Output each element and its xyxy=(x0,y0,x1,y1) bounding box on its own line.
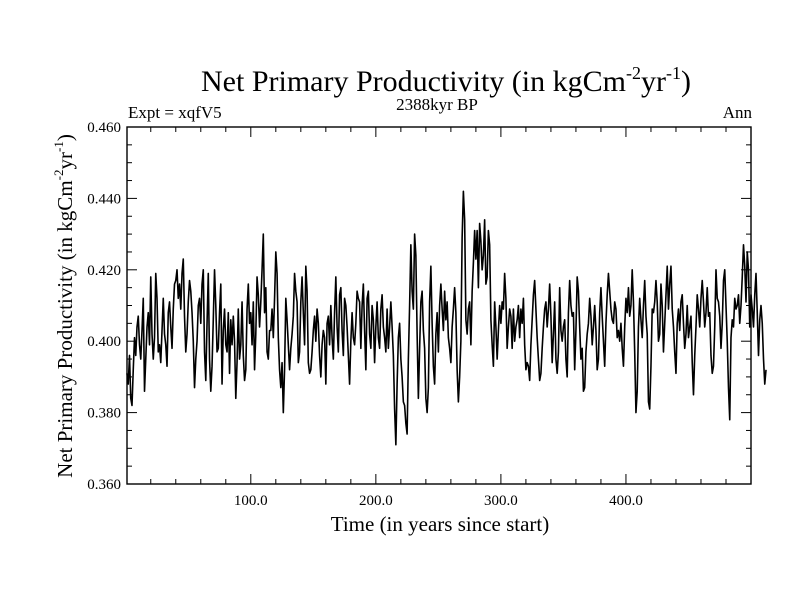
x-tick-label: 200.0 xyxy=(359,493,393,509)
y-tick-label: 0.400 xyxy=(87,334,121,350)
axis-tick-labels: 100.0 200.0 300.0 400.0 0.360 0.380 0.400 0.420… xyxy=(87,120,643,509)
period-label: 2388kyr BP xyxy=(396,95,478,114)
x-tick-label: 100.0 xyxy=(234,493,268,509)
npp-series-line xyxy=(126,190,767,446)
y-tick-label: 0.360 xyxy=(87,477,121,493)
x-tick-label: 300.0 xyxy=(484,493,518,509)
season-label: Ann xyxy=(723,103,753,122)
plot-frame xyxy=(126,126,752,485)
experiment-label: Expt = xqfV5 xyxy=(128,103,222,122)
y-tick-label: 0.380 xyxy=(87,406,121,422)
x-tick-label: 400.0 xyxy=(609,493,643,509)
chart-title: Net Primary Productivity (in kgCm-2yr-1) xyxy=(201,63,691,98)
y-axis-label: Net Primary Productivity (in kgCm-2yr-1) xyxy=(51,134,77,478)
y-tick-label: 0.420 xyxy=(87,263,121,279)
x-axis-label: Time (in years since start) xyxy=(331,512,550,536)
y-tick-label: 0.460 xyxy=(87,120,121,136)
axis-ticks xyxy=(127,126,751,485)
y-tick-label: 0.440 xyxy=(87,191,121,207)
